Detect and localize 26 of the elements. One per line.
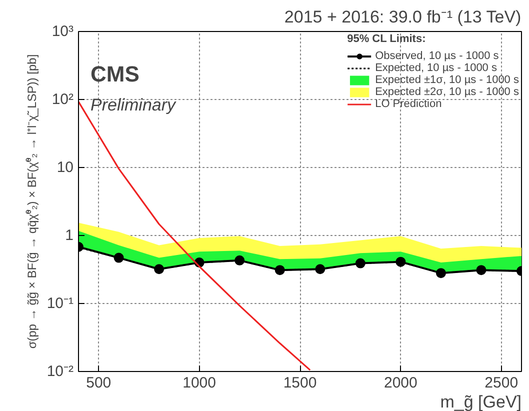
x-tick-label: 2000 <box>384 374 418 392</box>
x-tick-label: 1500 <box>283 374 317 392</box>
y-tick-label: 10⁻¹ <box>46 295 74 312</box>
y-axis-title: σ(pp → g̃g̃ × BF(g̃ → qq̄χ̃⁰₂) × BF(χ̃⁰₂ → l⁺l⁻χ̃_LSP)) [pb] <box>24 54 39 349</box>
y-tick-label: 10³ <box>52 23 74 40</box>
legend-label: Expected, 10 µs - 1000 s <box>375 62 497 74</box>
legend-label: Expected ±1σ, 10 µs - 1000 s <box>375 74 519 86</box>
legend-label: LO Prediction <box>375 98 442 110</box>
legend-label: Observed, 10 µs - 1000 s <box>375 50 499 62</box>
x-tick-label: 1000 <box>182 374 216 392</box>
y-tick-label: 10 <box>56 159 74 176</box>
x-tick-label: 2500 <box>484 374 518 392</box>
x-tick-label: 500 <box>86 374 112 392</box>
annotation: Preliminary <box>90 96 178 114</box>
y-tick-label: 10⁻² <box>46 363 74 380</box>
point <box>154 264 164 274</box>
x-axis-title: m_g̃ [GeV] <box>440 392 522 411</box>
legend-title: 95% CL Limits: <box>347 33 427 45</box>
point <box>396 256 406 267</box>
annotation: CMS <box>90 62 140 86</box>
y-tick-label: 10² <box>52 91 74 108</box>
y-tick-label: 1 <box>65 227 74 244</box>
point <box>355 258 366 268</box>
legend-label: Expected ±2σ, 10 µs - 1000 s <box>375 86 519 98</box>
point <box>315 264 326 274</box>
chart-title: 2015 + 2016: 39.0 fb⁻¹ (13 TeV) <box>284 8 522 26</box>
